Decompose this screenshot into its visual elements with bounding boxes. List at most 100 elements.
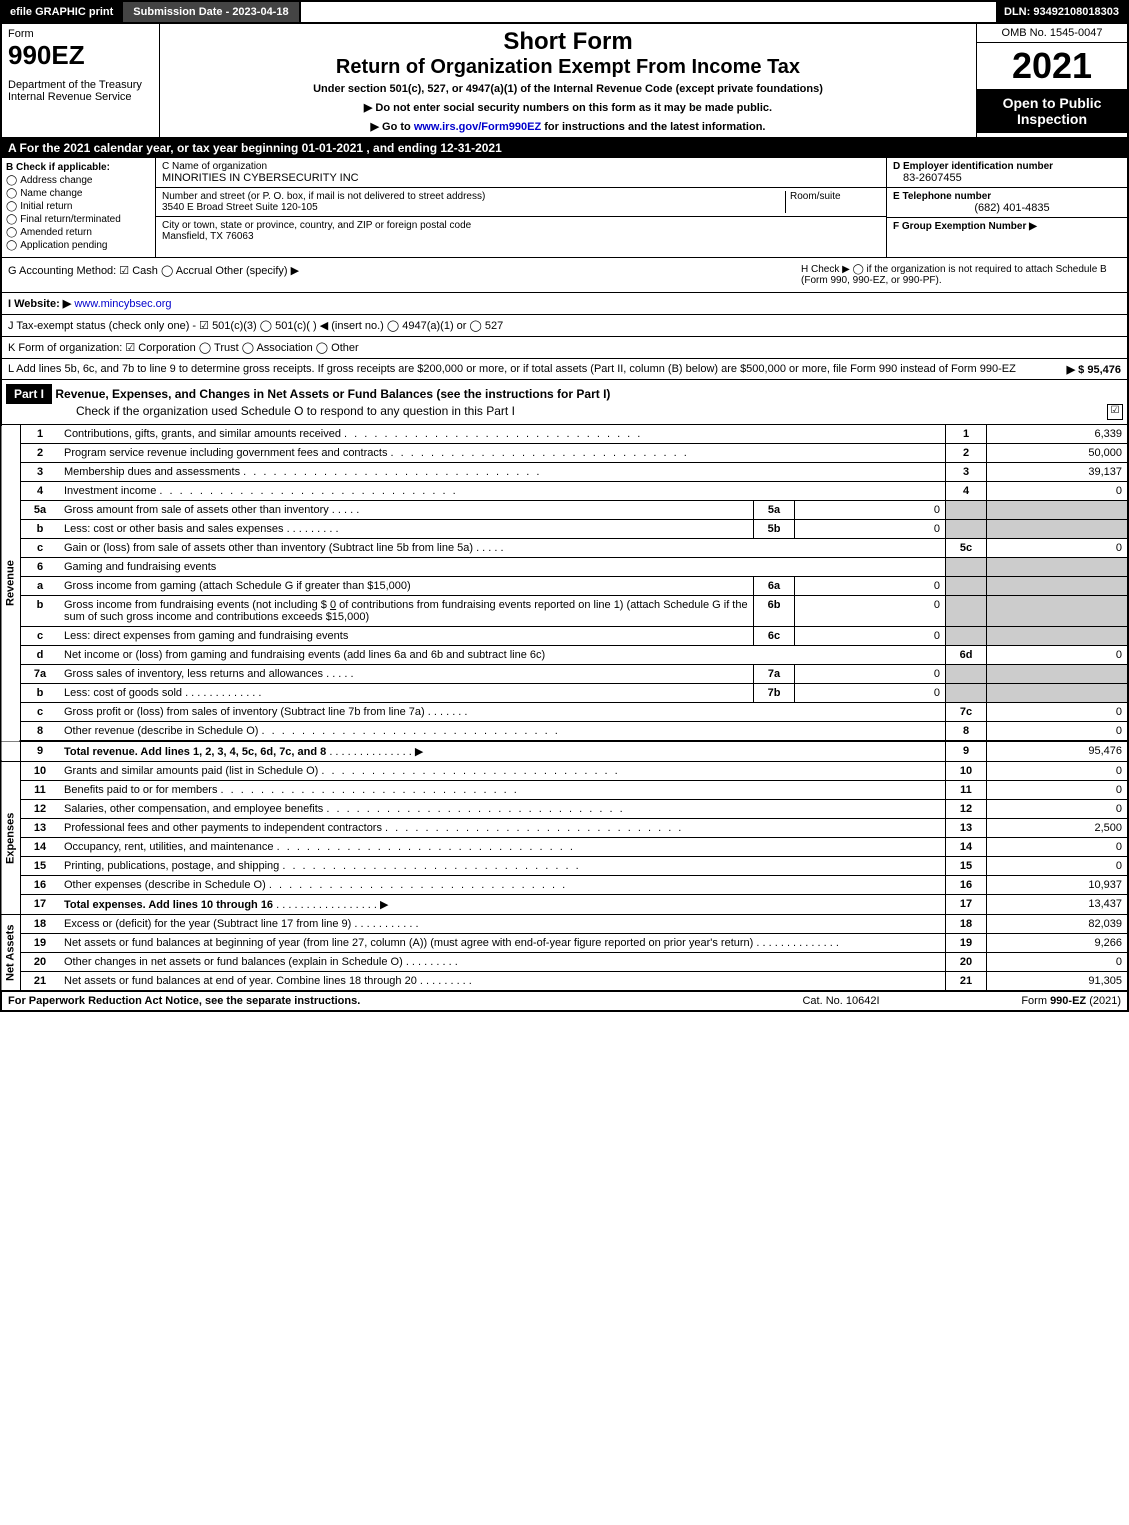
under-section-text: Under section 501(c), 527, or 4947(a)(1)…: [164, 83, 972, 95]
line-amount: 82,039: [987, 915, 1129, 934]
line-desc: Printing, publications, postage, and shi…: [64, 860, 279, 872]
irs-label: Internal Revenue Service: [8, 91, 153, 103]
side-label-expenses: Expenses: [1, 762, 21, 915]
line-code: 7c: [946, 703, 987, 722]
line-amount: 0: [987, 857, 1129, 876]
line-desc: Investment income: [64, 485, 156, 497]
line-desc: Program service revenue including govern…: [64, 447, 387, 459]
checkbox-application-pending[interactable]: ◯: [6, 240, 17, 251]
table-row: 9 Total revenue. Add lines 1, 2, 3, 4, 5…: [1, 741, 1128, 762]
section-def: D Employer identification number 83-2607…: [887, 158, 1127, 257]
city-label: City or town, state or province, country…: [162, 220, 880, 231]
instr-goto-pre: ▶ Go to: [371, 121, 414, 133]
line-num: c: [21, 539, 60, 558]
line-desc: Gross income from gaming (attach Schedul…: [64, 580, 411, 592]
table-row: 20 Other changes in net assets or fund b…: [1, 953, 1128, 972]
line-num: 10: [21, 762, 60, 781]
line-num: 3: [21, 463, 60, 482]
checkbox-final-return[interactable]: ◯: [6, 214, 17, 225]
city-value: Mansfield, TX 76063: [162, 231, 880, 242]
phone-label: E Telephone number: [893, 191, 1121, 202]
table-row: 5a Gross amount from sale of assets othe…: [1, 501, 1128, 520]
line-num: 18: [21, 915, 60, 934]
table-row: 17 Total expenses. Add lines 10 through …: [1, 895, 1128, 915]
part-i-checkbox[interactable]: ☑: [1107, 404, 1123, 420]
line-code-shade: [946, 665, 987, 684]
line-code-shade: [946, 577, 987, 596]
subline-code: 6c: [754, 627, 795, 646]
table-row: c Gross profit or (loss) from sales of i…: [1, 703, 1128, 722]
subline-amount: 0: [795, 627, 946, 646]
part-i-label: Part I: [6, 384, 52, 404]
website-link[interactable]: www.mincybsec.org: [74, 298, 171, 310]
table-row: 4 Investment income 4 0: [1, 482, 1128, 501]
checkbox-address-change[interactable]: ◯: [6, 175, 17, 186]
line-amount: 10,937: [987, 876, 1129, 895]
line-code-shade: [946, 501, 987, 520]
table-row: b Less: cost of goods sold . . . . . . .…: [1, 684, 1128, 703]
line-code-shade: [946, 627, 987, 646]
table-row: 12 Salaries, other compensation, and emp…: [1, 800, 1128, 819]
line-desc: Other changes in net assets or fund bala…: [64, 956, 403, 968]
line-desc: Professional fees and other payments to …: [64, 822, 382, 834]
line-amount: 39,137: [987, 463, 1129, 482]
checkbox-name-change[interactable]: ◯: [6, 188, 17, 199]
part-i-title: Revenue, Expenses, and Changes in Net As…: [55, 387, 610, 401]
line-code-shade: [946, 596, 987, 627]
line-num: b: [21, 520, 60, 539]
lines-table: Revenue 1 Contributions, gifts, grants, …: [0, 425, 1129, 991]
line-l-text: L Add lines 5b, 6c, and 7b to line 9 to …: [8, 363, 1016, 375]
checkbox-amended-return[interactable]: ◯: [6, 227, 17, 238]
subline-amount: 0: [795, 665, 946, 684]
line-code: 6d: [946, 646, 987, 665]
line-code: 12: [946, 800, 987, 819]
line-desc: Total revenue. Add lines 1, 2, 3, 4, 5c,…: [64, 746, 326, 758]
line-code: 9: [946, 741, 987, 762]
line-num: 9: [21, 741, 60, 762]
line-desc: Grants and similar amounts paid (list in…: [64, 765, 318, 777]
line-amount: 0: [987, 800, 1129, 819]
table-row: 2 Program service revenue including gove…: [1, 444, 1128, 463]
line-amount: 50,000: [987, 444, 1129, 463]
subline-code: 5a: [754, 501, 795, 520]
instr-goto: ▶ Go to www.irs.gov/Form990EZ for instru…: [164, 120, 972, 133]
table-row: 11 Benefits paid to or for members 11 0: [1, 781, 1128, 800]
line-amount: 91,305: [987, 972, 1129, 991]
line-desc: Membership dues and assessments: [64, 466, 240, 478]
table-row: b Less: cost or other basis and sales ex…: [1, 520, 1128, 539]
subline-amount: 0: [795, 501, 946, 520]
table-row: c Gain or (loss) from sale of assets oth…: [1, 539, 1128, 558]
line-num: b: [21, 684, 60, 703]
org-name-label: C Name of organization: [162, 161, 880, 172]
table-row: 15 Printing, publications, postage, and …: [1, 857, 1128, 876]
table-row: 21 Net assets or fund balances at end of…: [1, 972, 1128, 991]
form-number: 990EZ: [8, 40, 153, 71]
line-num: 4: [21, 482, 60, 501]
ein-value: 83-2607455: [893, 172, 1121, 184]
line-amount-shade: [987, 577, 1129, 596]
opt-application-pending: Application pending: [20, 240, 107, 251]
line-num: 12: [21, 800, 60, 819]
line-desc: Total expenses. Add lines 10 through 16: [64, 899, 273, 911]
dept-treasury: Department of the Treasury: [8, 79, 153, 91]
submission-date: Submission Date - 2023-04-18: [123, 2, 300, 22]
table-row: Expenses 10 Grants and similar amounts p…: [1, 762, 1128, 781]
part-i-check-text: Check if the organization used Schedule …: [6, 404, 515, 418]
subline-code: 7a: [754, 665, 795, 684]
table-row: Revenue 1 Contributions, gifts, grants, …: [1, 425, 1128, 444]
checkbox-initial-return[interactable]: ◯: [6, 201, 17, 212]
irs-link[interactable]: www.irs.gov/Form990EZ: [414, 121, 541, 133]
line-num: 13: [21, 819, 60, 838]
row-website: I Website: ▶ www.mincybsec.org: [0, 293, 1129, 315]
opt-amended-return: Amended return: [20, 227, 92, 238]
line-num: 19: [21, 934, 60, 953]
line-amount-shade: [987, 596, 1129, 627]
line-desc: Less: direct expenses from gaming and fu…: [64, 630, 348, 642]
opt-final-return: Final return/terminated: [20, 214, 121, 225]
line-num: 14: [21, 838, 60, 857]
line-desc-part1: Gross income from fundraising events (no…: [64, 599, 330, 611]
line-desc: Other expenses (describe in Schedule O): [64, 879, 266, 891]
efile-print-button[interactable]: efile GRAPHIC print: [2, 2, 123, 22]
line-desc: Gross sales of inventory, less returns a…: [64, 668, 323, 680]
line-desc: Gross amount from sale of assets other t…: [64, 504, 329, 516]
